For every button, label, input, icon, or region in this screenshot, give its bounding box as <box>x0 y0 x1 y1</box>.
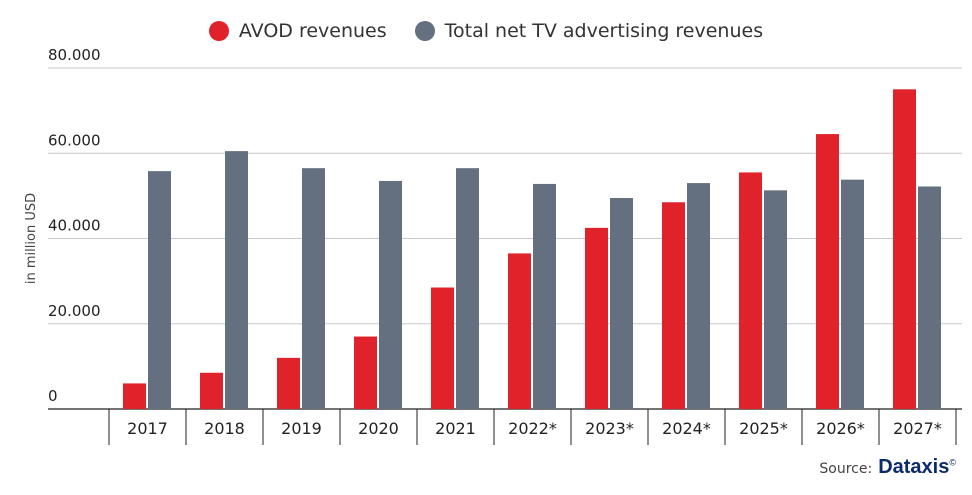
x-tick-label: 2020 <box>358 419 399 438</box>
bar-avod <box>662 202 685 409</box>
source-label: Source: <box>819 461 873 477</box>
x-tick-label: 2018 <box>204 419 245 438</box>
x-tick-label: 2023* <box>585 419 634 438</box>
y-tick-label: 80.000 <box>48 46 101 64</box>
legend-item-avod: AVOD revenues <box>208 20 387 42</box>
bar-avod <box>816 134 839 409</box>
bar-avod <box>354 336 377 409</box>
dataxis-logo: Dataxis© <box>878 456 956 478</box>
chart-legend: AVOD revenues Total net TV advertising r… <box>0 20 972 42</box>
bar-tv <box>764 190 787 409</box>
bar-tv <box>610 198 633 409</box>
bar-tv <box>533 183 556 409</box>
bar-tv <box>456 168 479 409</box>
y-tick-label: 20.000 <box>48 302 101 320</box>
bar-tv <box>841 179 864 409</box>
legend-swatch-avod <box>208 21 229 41</box>
bar-tv <box>302 168 325 409</box>
legend-item-tv: Total net TV advertising revenues <box>414 20 764 42</box>
source-note: Source: Dataxis© <box>819 456 956 479</box>
bar-avod <box>508 253 531 409</box>
x-tick-label: 2019 <box>281 419 322 438</box>
bar-avod <box>200 372 223 409</box>
legend-swatch-tv <box>414 21 435 41</box>
x-tick-label: 2025* <box>739 419 788 438</box>
bar-tv <box>225 151 248 409</box>
bar-tv <box>918 186 941 409</box>
x-tick-label: 2021 <box>435 419 476 438</box>
bar-avod <box>893 89 916 409</box>
x-tick-label: 2026* <box>816 419 865 438</box>
y-tick-label: 0 <box>48 387 58 405</box>
y-tick-label: 40.000 <box>48 217 101 235</box>
bar-avod <box>123 383 146 409</box>
legend-label-tv: Total net TV advertising revenues <box>444 20 764 42</box>
bar-tv <box>148 171 171 409</box>
bar-tv <box>687 183 710 409</box>
x-tick-label: 2022* <box>508 419 557 438</box>
bar-tv <box>379 180 402 409</box>
legend-label-avod: AVOD revenues <box>238 20 387 42</box>
y-tick-label: 60.000 <box>48 131 101 149</box>
bar-avod <box>431 287 454 409</box>
x-tick-label: 2017 <box>127 419 168 438</box>
bar-avod <box>585 227 608 409</box>
x-tick-label: 2024* <box>662 419 711 438</box>
x-tick-label: 2027* <box>893 419 942 438</box>
bar-avod <box>277 357 300 409</box>
bar-avod <box>739 172 762 409</box>
y-axis-title: in million USD <box>24 193 39 284</box>
